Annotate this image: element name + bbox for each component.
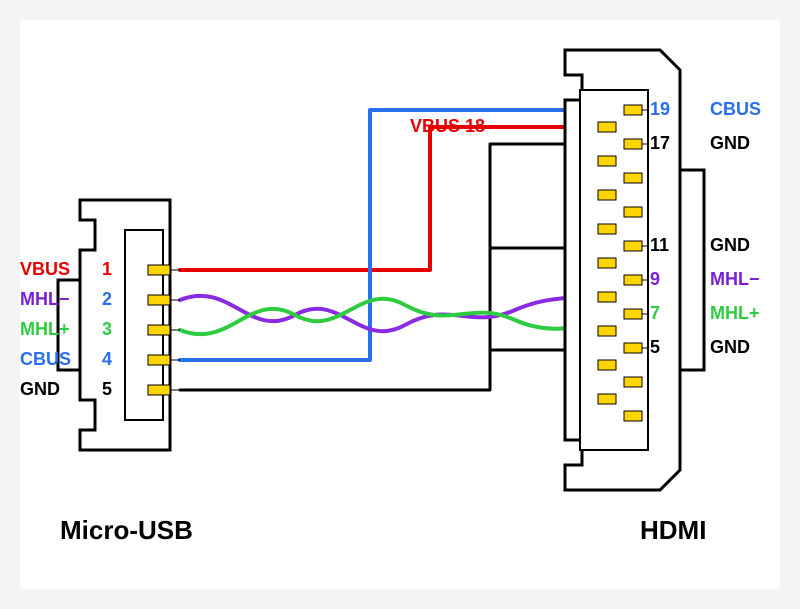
usb-pin-2 — [148, 295, 170, 305]
hdmi-label-5: GND — [710, 337, 750, 358]
diagram-canvas: VBUS 1 MHL− 2 MHL+ 3 CBUS 4 GND 5 19 CBUS VBUS 18 17 G… — [20, 20, 780, 589]
hdmi-pin-row-18 — [624, 411, 642, 421]
usb-pin-4 — [148, 355, 170, 365]
hdmi-pin-row-1 — [598, 122, 616, 132]
usb-num-1: 1 — [102, 259, 112, 280]
usb-label-4: CBUS — [20, 349, 71, 370]
hdmi-pin-row-14 — [624, 343, 642, 353]
hdmi-pin-row-4 — [624, 173, 642, 183]
hdmi-pin-row-2 — [624, 139, 642, 149]
usb-pin-3 — [148, 325, 170, 335]
hdmi-label-9: MHL− — [710, 269, 760, 290]
usb-num-3: 3 — [102, 319, 112, 340]
hdmi-label-19: CBUS — [710, 99, 761, 120]
hdmi-label-17: GND — [710, 133, 750, 154]
usb-num-5: 5 — [102, 379, 112, 400]
hdmi-num-19: 19 — [650, 99, 670, 120]
hdmi-pin-row-16 — [624, 377, 642, 387]
hdmi-pin-row-12 — [624, 309, 642, 319]
hdmi-num-5: 5 — [650, 337, 660, 358]
usb-num-2: 2 — [102, 289, 112, 310]
hdmi-label-7: MHL+ — [710, 303, 760, 324]
hdmi-pin-row-9 — [598, 258, 616, 268]
hdmi-pin-row-13 — [598, 326, 616, 336]
hdmi-pin-row-3 — [598, 156, 616, 166]
hdmi-pin-row-5 — [598, 190, 616, 200]
hdmi-pin-row-8 — [624, 241, 642, 251]
hdmi-pin-row-0 — [624, 105, 642, 115]
hdmi-pin-row-6 — [624, 207, 642, 217]
hdmi-pin-row-11 — [598, 292, 616, 302]
hdmi-num-9: 9 — [650, 269, 660, 290]
hdmi-num-7: 7 — [650, 303, 660, 324]
hdmi-label-11: GND — [710, 235, 750, 256]
usb-label-3: MHL+ — [20, 319, 70, 340]
usb-pin-1 — [148, 265, 170, 275]
usb-num-4: 4 — [102, 349, 112, 370]
hdmi-pin-row-15 — [598, 360, 616, 370]
hdmi-pin-row-17 — [598, 394, 616, 404]
usb-label-2: MHL− — [20, 289, 70, 310]
hdmi-num-17: 17 — [650, 133, 670, 154]
hdmi-pin-row-10 — [624, 275, 642, 285]
usb-label-1: VBUS — [20, 259, 70, 280]
title-hdmi: HDMI — [640, 515, 706, 546]
usb-pin-5 — [148, 385, 170, 395]
usb-label-5: GND — [20, 379, 60, 400]
hdmi-cable — [680, 170, 704, 370]
title-micro-usb: Micro-USB — [60, 515, 193, 546]
hdmi-pin-row-7 — [598, 224, 616, 234]
hdmi-num-11: 11 — [650, 235, 669, 256]
hdmi-inline-18: VBUS 18 — [410, 116, 485, 137]
